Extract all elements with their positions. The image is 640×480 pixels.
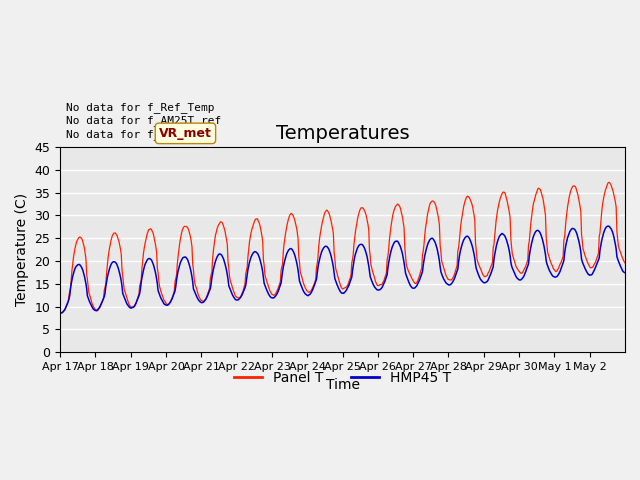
Text: No data for f_Ref_Temp: No data for f_Ref_Temp <box>66 102 214 113</box>
HMP45 T <box>227 288 235 294</box>
HMP45 T <box>124 301 131 307</box>
Panel T <box>621 260 629 266</box>
Line: HMP45 T: HMP45 T <box>60 226 625 313</box>
Y-axis label: Temperature (C): Temperature (C) <box>15 193 29 306</box>
HMP45 T <box>402 270 410 276</box>
Panel T <box>402 252 410 258</box>
Text: No data for f_AM25T_ref: No data for f_AM25T_ref <box>66 116 221 126</box>
HMP45 T <box>433 246 441 252</box>
Text: No data for f_PRT1: No data for f_PRT1 <box>66 129 188 140</box>
HMP45 T <box>57 311 65 316</box>
Panel T <box>605 180 612 185</box>
Panel T <box>56 309 64 315</box>
X-axis label: Time: Time <box>326 377 360 392</box>
Line: Panel T: Panel T <box>60 182 625 313</box>
Panel T <box>124 296 131 302</box>
HMP45 T <box>276 282 284 288</box>
Legend: Panel T, HMP45 T: Panel T, HMP45 T <box>228 365 457 390</box>
Panel T <box>58 310 66 316</box>
Text: VR_met: VR_met <box>159 127 212 140</box>
HMP45 T <box>56 311 64 316</box>
HMP45 T <box>621 270 629 276</box>
Title: Temperatures: Temperatures <box>276 124 410 143</box>
Panel T <box>433 209 441 215</box>
Panel T <box>227 280 235 286</box>
Panel T <box>276 279 284 285</box>
HMP45 T <box>605 223 612 229</box>
HMP45 T <box>255 254 263 260</box>
Panel T <box>255 219 263 225</box>
